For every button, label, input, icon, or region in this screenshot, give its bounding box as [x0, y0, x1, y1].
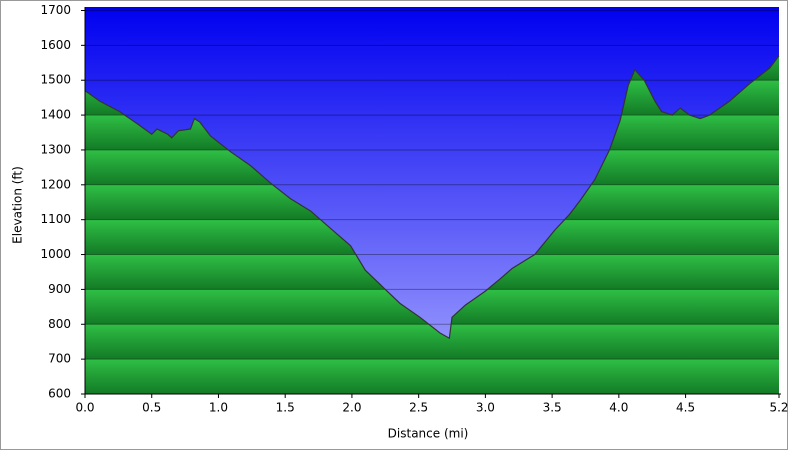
- y-tick-label: 1400: [40, 108, 71, 122]
- y-tick-label: 1000: [40, 247, 71, 261]
- y-tick-label: 1700: [40, 3, 71, 17]
- y-tick-label: 800: [48, 317, 71, 331]
- x-tick-label: 1.5: [276, 401, 295, 415]
- y-tick-label: 600: [48, 387, 71, 401]
- x-axis-label: Distance (mi): [388, 427, 469, 441]
- x-tick-label: 0.0: [75, 401, 94, 415]
- x-tick-label: 0.5: [142, 401, 161, 415]
- x-tick-label: 2.0: [342, 401, 361, 415]
- y-tick-label: 1200: [40, 177, 71, 191]
- x-tick-label: 5.2: [769, 401, 788, 415]
- x-tick-label: 3.0: [476, 401, 495, 415]
- y-tick-label: 700: [48, 352, 71, 366]
- y-tick-label: 1100: [40, 212, 71, 226]
- y-axis-label: Elevation (ft): [11, 166, 25, 244]
- x-tick-label: 4.5: [676, 401, 695, 415]
- y-tick-label: 1600: [40, 38, 71, 52]
- x-tick-label: 3.5: [543, 401, 562, 415]
- y-tick-label: 1500: [40, 73, 71, 87]
- x-tick-label: 1.0: [209, 401, 228, 415]
- x-tick-label: 2.5: [409, 401, 428, 415]
- y-tick-label: 900: [48, 282, 71, 296]
- x-tick-label: 4.0: [609, 401, 628, 415]
- elevation-line: [84, 55, 780, 340]
- y-tick-label: 1300: [40, 142, 71, 156]
- elevation-area: [85, 55, 779, 394]
